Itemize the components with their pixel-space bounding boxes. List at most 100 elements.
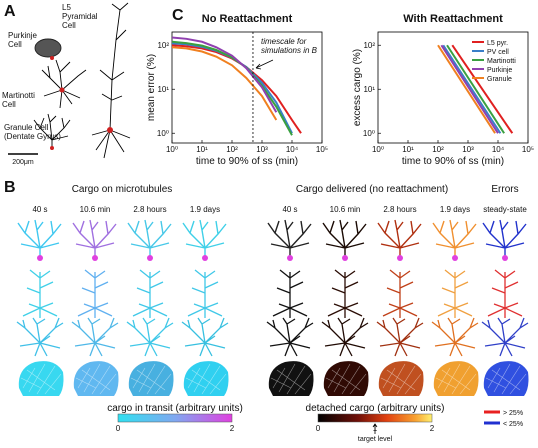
- chart: With Reattachment 10⁰ 10¹ 10² 10³ 10⁴ 10⁵ 10⁰ 10…: [352, 13, 534, 167]
- time-label: 10.6 min: [330, 205, 361, 214]
- neuron-rendering: [322, 219, 367, 262]
- chart-title: No Reattachment: [202, 13, 293, 25]
- neuron-rendering: [266, 317, 314, 357]
- colorbar: [117, 413, 233, 423]
- neuron-rendering: [267, 219, 312, 262]
- time-label: 1.9 days: [440, 205, 470, 214]
- annotation-text: simulations in B: [261, 46, 318, 55]
- x-tick-label: 10¹: [402, 145, 414, 154]
- series-line: [442, 44, 502, 134]
- neuron-drawings: [8, 2, 131, 159]
- neuron-rendering: [72, 219, 117, 262]
- neuron-rendering: [433, 360, 479, 397]
- neuron-rendering: [181, 317, 229, 357]
- neuron-rendering: [327, 269, 363, 319]
- neuron-rendering: [323, 360, 369, 397]
- neuron-rendering: [378, 360, 424, 397]
- chart-title: With Reattachment: [403, 13, 503, 25]
- neuron-rendering: [183, 360, 229, 397]
- cell-label: Cell: [8, 40, 22, 49]
- legend-label: L5 pyr.: [487, 40, 508, 47]
- time-label: 40 s: [32, 205, 47, 214]
- group-header: Cargo delivered (no reattachment): [296, 184, 448, 195]
- neuron-rendering: [481, 317, 529, 357]
- neuron-rendering: [321, 317, 369, 357]
- y-tick-label: 10¹: [363, 85, 375, 94]
- x-tick-label: 10⁴: [492, 145, 505, 154]
- y-tick-label: 10²: [363, 41, 375, 50]
- time-label: 2.8 hours: [383, 205, 416, 214]
- neuron-rendering: [73, 360, 119, 397]
- cell-label: Martinotti: [2, 91, 35, 100]
- legend-label: Granule: [487, 76, 512, 83]
- series-line: [172, 46, 278, 121]
- panel-a-labels: PurkinjeCellL5PyramidalCellMartinottiCel…: [2, 3, 98, 166]
- neuron-rendering: [182, 219, 227, 262]
- colorbar-tick-label: 0: [316, 424, 321, 433]
- colorbar-label: cargo in transit (arbitrary units): [107, 403, 243, 414]
- legend-label: PV cell: [487, 49, 509, 56]
- y-tick-label: 10¹: [157, 85, 169, 94]
- colorbar: [317, 413, 433, 423]
- colorbar-tick-label: 2: [430, 424, 435, 433]
- annotation-text: timescale for: [261, 37, 307, 46]
- neuron-rendering: [376, 317, 424, 357]
- neuron-rendering: [187, 269, 223, 319]
- x-tick-label: 10⁵: [522, 145, 534, 154]
- y-tick-label: 10⁰: [363, 129, 375, 138]
- x-tick-label: 10²: [226, 145, 238, 154]
- cell-label: L5: [62, 3, 71, 12]
- neuron-rendering: [22, 269, 58, 319]
- charts: No Reattachment 10⁰ 10¹ 10² 10³ 10⁴ 10⁵ 10⁰ 10¹ 1…: [146, 13, 534, 167]
- neuron-rendering: [437, 269, 473, 319]
- time-label: 10.6 min: [80, 205, 111, 214]
- x-tick-label: 10³: [256, 145, 268, 154]
- error-legend-label: > 25%: [503, 410, 523, 417]
- cell-label: Cell: [2, 100, 16, 109]
- neuron-rendering: [487, 269, 523, 319]
- colorbar-label: detached cargo (arbitrary units): [306, 403, 445, 414]
- legend-label: Purkinje: [487, 67, 512, 74]
- x-tick-label: 10⁰: [166, 145, 178, 154]
- series-line: [440, 44, 499, 134]
- neuron-rendering: [77, 269, 113, 319]
- legend-label: Martinotti: [487, 58, 516, 65]
- cell-label: Cell: [62, 21, 76, 30]
- neuron-rendering: [377, 219, 422, 262]
- x-tick-label: 10⁴: [286, 145, 299, 154]
- neuron-rendering: [127, 219, 172, 262]
- series-line: [172, 40, 293, 136]
- neuron-rendering: [132, 269, 168, 319]
- y-tick-label: 10⁰: [157, 129, 169, 138]
- neuron-rendering: [126, 317, 174, 357]
- target-arrow: [372, 423, 378, 434]
- x-tick-label: 10³: [462, 145, 474, 154]
- neuron-rendering: [483, 360, 529, 397]
- neuron-rendering: [16, 317, 64, 357]
- y-tick-label: 10²: [157, 41, 169, 50]
- error-legend-label: < 25%: [503, 421, 523, 428]
- x-axis-label: time to 90% of ss (min): [402, 156, 504, 167]
- x-axis-label: time to 90% of ss (min): [196, 156, 298, 167]
- series-line: [437, 44, 496, 134]
- y-axis-label: excess cargo (%): [352, 49, 363, 126]
- cell-label: (Dentate Gyrus): [4, 132, 61, 141]
- neuron-rendering: [17, 219, 62, 262]
- series-line: [172, 36, 278, 113]
- neuron-rendering: [128, 360, 174, 397]
- neuron-rendering: [431, 317, 479, 357]
- x-tick-label: 10²: [432, 145, 444, 154]
- neuron-rendering: [272, 269, 308, 319]
- x-tick-label: 10⁰: [372, 145, 384, 154]
- y-axis-label: mean error (%): [146, 54, 157, 121]
- panel-label: B: [4, 179, 16, 196]
- scale-bar-label: 200μm: [12, 159, 34, 166]
- panel-label: A: [4, 3, 16, 20]
- target-label: target level: [358, 436, 393, 443]
- neuron-rendering: [432, 219, 477, 262]
- panel-label: C: [172, 7, 184, 24]
- panel-b: Cargo on microtubules Cargo delivered (no…: [16, 184, 529, 443]
- time-label: 2.8 hours: [133, 205, 166, 214]
- plot-frame: [377, 31, 529, 144]
